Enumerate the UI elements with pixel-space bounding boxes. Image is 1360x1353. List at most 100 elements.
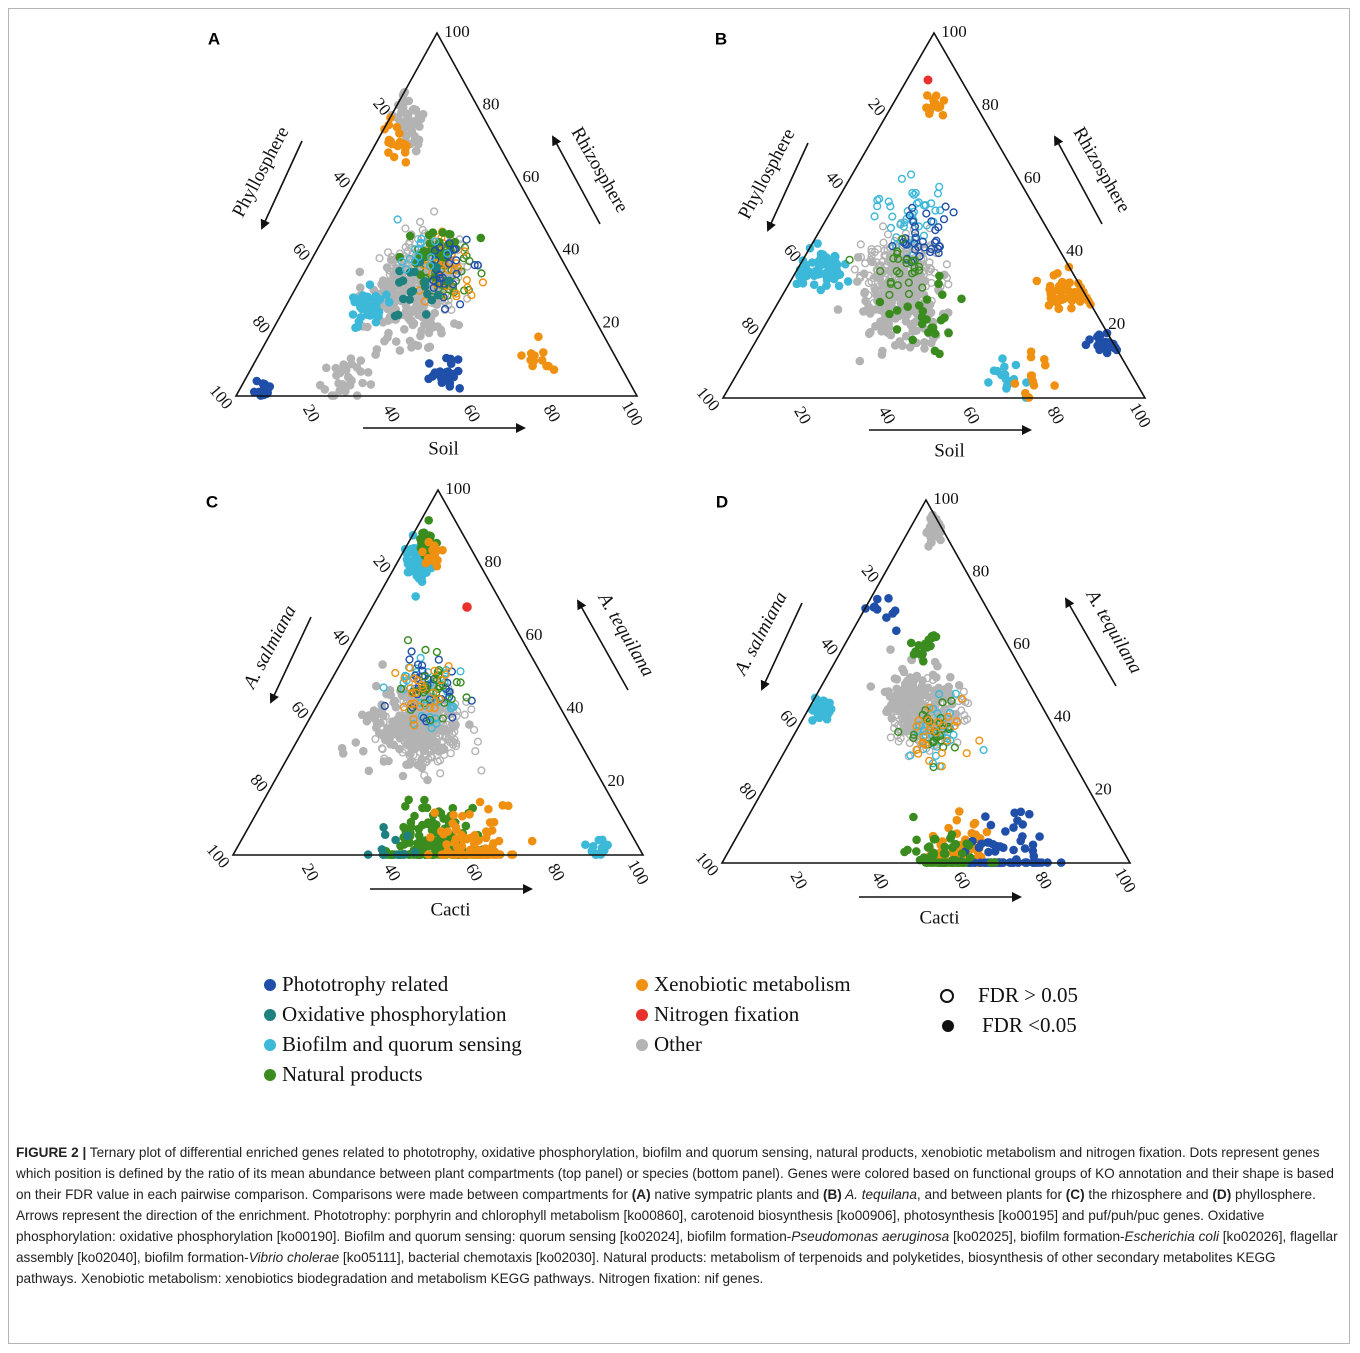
gene-point-filled	[391, 337, 401, 346]
gene-point-filled	[443, 827, 453, 836]
gene-point-filled	[866, 682, 876, 691]
gene-point-filled	[922, 295, 932, 304]
gene-point-filled	[445, 382, 455, 391]
gene-point-filled	[351, 323, 360, 333]
gene-point-filled	[418, 803, 427, 813]
gene-point-filled	[261, 382, 270, 391]
gene-point-open	[406, 684, 415, 693]
gene-point-open	[421, 672, 430, 681]
gene-point-filled	[918, 676, 927, 685]
gene-point-open	[402, 676, 411, 685]
gene-point-filled	[423, 819, 433, 829]
right-axis-tick: 20	[1095, 779, 1112, 798]
gene-point-open	[931, 248, 941, 258]
gene-point-filled	[455, 384, 465, 393]
gene-point-filled	[382, 263, 392, 272]
gene-point-filled	[955, 807, 964, 816]
gene-point-filled	[957, 294, 966, 304]
gene-point-filled	[886, 645, 895, 654]
gene-point-open	[906, 170, 916, 179]
gene-point-filled	[368, 307, 377, 317]
gene-point-filled	[432, 262, 442, 272]
gene-point-filled	[526, 349, 536, 358]
gene-point-filled	[905, 342, 915, 352]
gene-point-filled	[424, 230, 434, 240]
caption-ref-b: (B)	[822, 1187, 842, 1202]
gene-point-open	[426, 261, 435, 271]
gene-point-open	[876, 267, 885, 276]
gene-point-open	[950, 743, 960, 752]
gene-point-filled	[882, 707, 891, 717]
gene-point-open	[463, 283, 472, 292]
gene-point-filled	[1057, 295, 1067, 305]
gene-point-filled	[792, 279, 802, 289]
gene-point-open	[460, 710, 469, 719]
gene-point-filled	[425, 342, 435, 352]
gene-point-open	[467, 705, 476, 714]
gene-point-open	[427, 753, 437, 762]
gene-point-open	[933, 244, 943, 253]
gene-point-open	[952, 717, 962, 726]
gene-point-filled	[920, 344, 929, 353]
gene-point-open	[444, 259, 454, 268]
right-axis-tick: 20	[608, 771, 625, 790]
left-axis-label: A. salmiana	[729, 588, 791, 680]
gene-point-open	[411, 688, 421, 697]
gene-point-open	[879, 238, 888, 247]
gene-point-filled	[424, 374, 433, 384]
gene-point-filled	[971, 830, 980, 839]
gene-point-filled	[918, 306, 928, 316]
gene-point-filled	[416, 331, 425, 341]
gene-point-filled	[363, 292, 372, 302]
gene-point-open	[929, 762, 938, 772]
right-axis-label: A. tequilana	[593, 588, 659, 681]
gene-point-filled	[388, 717, 397, 726]
gene-point-open	[867, 245, 876, 254]
gene-point-filled	[877, 350, 887, 359]
gene-point-filled	[882, 613, 891, 622]
gene-point-filled	[932, 673, 941, 682]
gene-point-filled	[432, 369, 442, 379]
gene-point-open	[456, 300, 465, 309]
gene-point-open	[416, 702, 425, 711]
gene-point-filled	[938, 110, 948, 120]
gene-point-filled	[404, 96, 414, 106]
gene-point-open	[401, 243, 410, 252]
gene-point-filled	[795, 271, 804, 281]
gene-point-open	[393, 215, 402, 224]
gene-point-filled	[430, 808, 440, 817]
gene-point-nitrogen	[462, 602, 472, 612]
gene-point-filled	[400, 310, 410, 319]
gene-point-open	[915, 252, 924, 261]
gene-point-open	[962, 749, 971, 758]
gene-point-filled	[423, 289, 432, 299]
gene-point-open	[923, 715, 933, 725]
right-axis-tick: 60	[526, 625, 543, 644]
gene-point-open	[909, 190, 919, 199]
gene-point-open	[925, 703, 934, 712]
right-axis-tick: 80	[972, 562, 989, 581]
gene-point-filled	[908, 335, 917, 345]
gene-point-filled	[1050, 381, 1059, 390]
gene-point-filled	[352, 363, 362, 372]
gene-point-filled	[389, 740, 399, 750]
gene-point-filled	[1085, 335, 1094, 344]
gene-point-filled	[539, 348, 548, 357]
gene-point-filled	[419, 746, 429, 756]
gene-point-filled	[366, 380, 376, 389]
gene-point-filled	[986, 820, 996, 830]
gene-point-filled	[335, 386, 345, 396]
gene-point-filled	[465, 720, 474, 729]
gene-point-filled	[421, 277, 430, 286]
caption-text: native sympatric plants and	[650, 1187, 823, 1202]
gene-point-filled	[417, 726, 426, 735]
gene-point-open	[431, 714, 440, 723]
gene-point-filled	[923, 91, 932, 100]
gene-point-open	[445, 239, 454, 248]
gene-point-filled	[896, 299, 906, 308]
gene-point-open	[456, 667, 465, 676]
gene-point-open	[405, 254, 414, 263]
right-axis-tick: 60	[1013, 634, 1030, 653]
gene-point-filled	[909, 284, 919, 294]
gene-point-filled	[906, 321, 916, 330]
